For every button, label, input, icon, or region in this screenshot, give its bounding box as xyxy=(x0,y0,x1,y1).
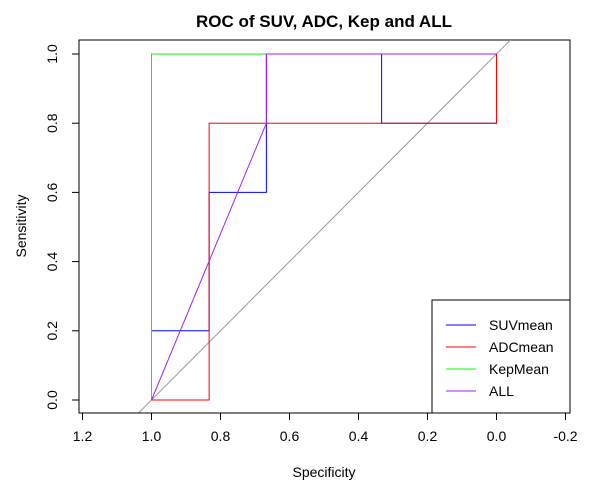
y-axis: 0.0 0.2 0.4 0.6 0.8 1.0 xyxy=(44,44,80,410)
y-tick-label: 0.4 xyxy=(44,252,60,272)
series-line-suvmean xyxy=(151,53,497,400)
series-layer xyxy=(151,53,497,401)
x-axis: 1.2 1.0 0.8 0.6 0.4 0.2 0.0 -0.2 xyxy=(73,412,578,444)
y-tick-label: 0.8 xyxy=(44,113,60,133)
x-tick-label: 0.8 xyxy=(211,428,231,444)
x-tick-label: 1.0 xyxy=(142,428,162,444)
x-tick-label: 1.2 xyxy=(73,428,93,444)
legend-label-adcmean: ADCmean xyxy=(489,339,554,355)
y-tick-label: 0.0 xyxy=(44,390,60,410)
legend-label-kepmean: KepMean xyxy=(489,361,549,377)
reference-diagonal-line xyxy=(137,40,512,413)
series-line-adcmean xyxy=(151,54,497,401)
y-tick-label: 0.6 xyxy=(44,182,60,202)
series-line-all xyxy=(151,53,497,401)
x-tick-label: 0.6 xyxy=(280,428,300,444)
x-axis-label: Specificity xyxy=(292,464,355,480)
y-tick-label: 0.2 xyxy=(44,321,60,341)
legend: SUVmean ADCmean KepMean ALL xyxy=(431,299,571,414)
legend-label-all: ALL xyxy=(489,383,514,399)
reference-diagonal-layer xyxy=(137,40,512,413)
y-axis-label: Sensitivity xyxy=(13,194,29,257)
x-tick-label: 0.4 xyxy=(349,428,369,444)
x-tick-label: -0.2 xyxy=(553,428,577,444)
legend-box xyxy=(431,299,571,414)
x-tick-label: 0.0 xyxy=(487,428,507,444)
chart-title: ROC of SUV, ADC, Kep and ALL xyxy=(196,12,452,31)
y-tick-label: 1.0 xyxy=(44,44,60,64)
legend-label-suvmean: SUVmean xyxy=(489,317,553,333)
x-tick-label: 0.2 xyxy=(418,428,438,444)
